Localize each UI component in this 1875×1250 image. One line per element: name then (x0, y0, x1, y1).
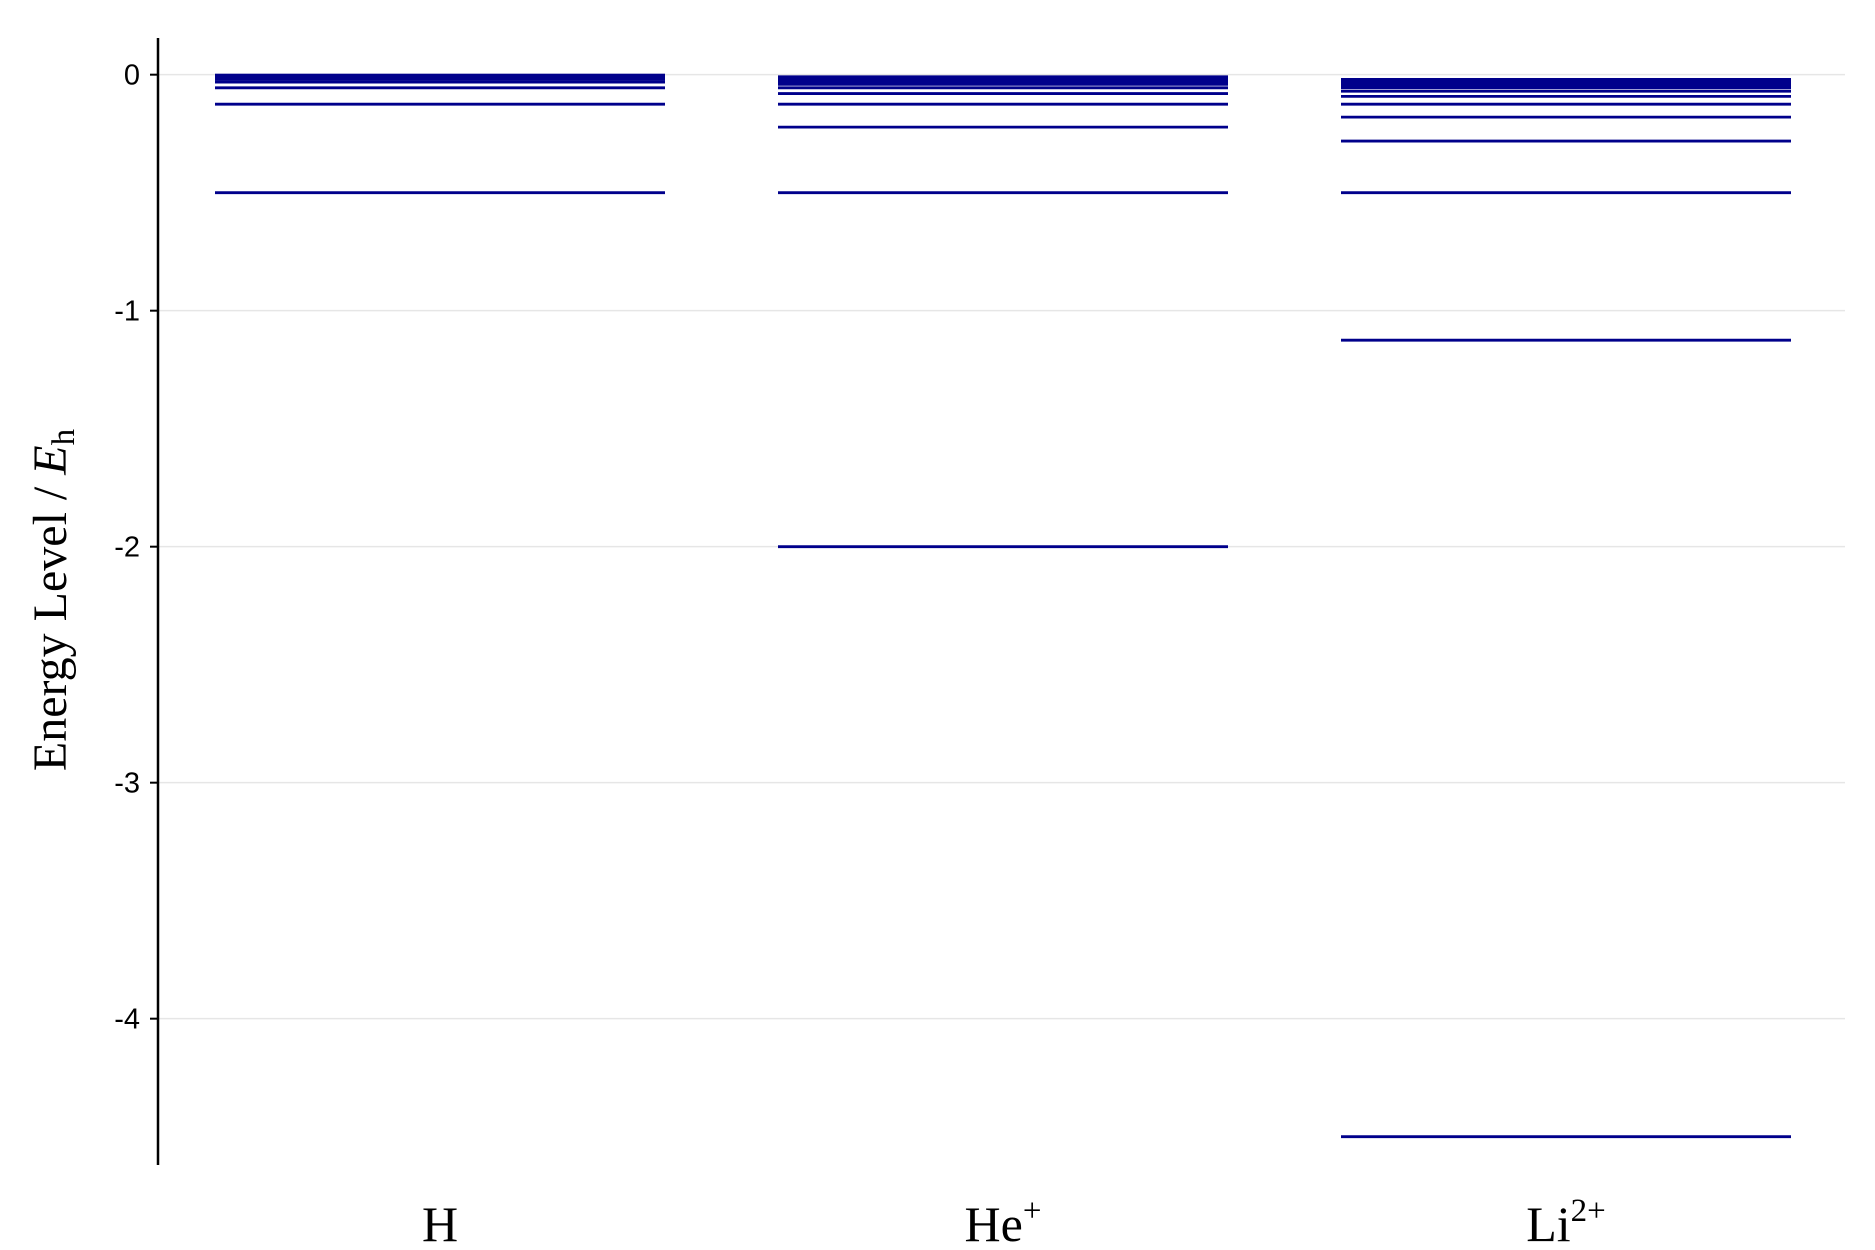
y-axis-label-subscript: h (46, 428, 82, 445)
x-category-label-superscript: 2+ (1571, 1193, 1606, 1229)
y-tick-label: -2 (114, 532, 140, 564)
x-category-label: Li2+ (1526, 1193, 1606, 1250)
x-category-label-base: Li (1526, 1196, 1570, 1250)
level-set-1 (215, 73, 665, 195)
y-ticks: 0 -1 -2 -3 -4 (114, 60, 158, 1036)
y-tick-label: -3 (114, 768, 140, 800)
x-category-label-base: H (422, 1196, 458, 1250)
x-category-label-base: He (965, 1196, 1023, 1250)
x-category-label-superscript: + (1023, 1193, 1042, 1229)
energy-levels (215, 73, 1791, 1139)
x-category-label: He+ (965, 1193, 1042, 1250)
x-category-labels: H He+ Li2+ (422, 1193, 1606, 1250)
y-axis-label: Energy Level / Eh (24, 428, 82, 771)
y-axis-label-symbol: E (24, 445, 77, 475)
level-set-3 (1341, 78, 1791, 1139)
level-set-2 (778, 75, 1228, 549)
y-axis-label-text: Energy Level / (24, 475, 77, 771)
x-category-label: H (422, 1196, 458, 1250)
y-tick-label: -4 (114, 1004, 140, 1036)
y-tick-label: 0 (124, 60, 140, 92)
y-tick-label: -1 (114, 296, 140, 328)
